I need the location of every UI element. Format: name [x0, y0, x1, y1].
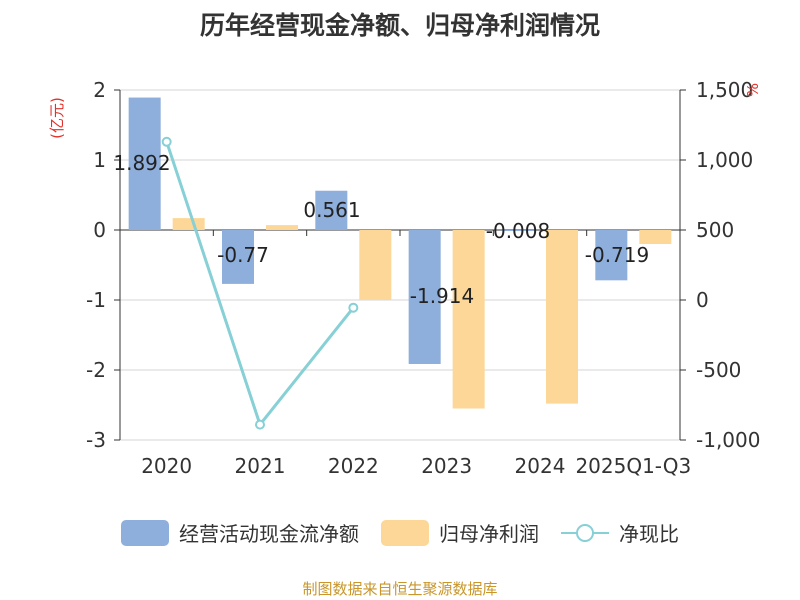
chart-legend: 经营活动现金流净额 归母净利润 净现比 — [0, 518, 800, 547]
category-label: 2020 — [141, 454, 192, 478]
left-tick-label: 0 — [93, 218, 106, 242]
right-unit-label: % — [744, 83, 762, 97]
category-label: 2023 — [421, 454, 472, 478]
bar-cashflow — [128, 97, 161, 230]
bar-cashflow — [502, 230, 534, 231]
legend-label-profit: 归母净利润 — [439, 522, 539, 546]
data-label-cashflow: -0.719 — [585, 243, 649, 267]
right-tick-label: 500 — [696, 218, 734, 242]
ratio-line — [165, 141, 355, 428]
left-tick-label: -1 — [86, 288, 106, 312]
category-label: 2022 — [328, 454, 379, 478]
category-label: 2025Q1-Q3 — [575, 454, 691, 478]
bar-profit — [546, 230, 578, 404]
source-note: 制图数据来自恒生聚源数据库 — [302, 580, 498, 598]
data-label-cashflow: -1.914 — [410, 284, 474, 308]
right-tick-label: 1,000 — [696, 148, 753, 172]
bar-profit — [639, 230, 672, 244]
right-tick-label: 0 — [696, 288, 709, 312]
ratio-point — [161, 136, 172, 147]
right-tick-label: -500 — [696, 358, 741, 382]
data-label-cashflow: 1.892 — [113, 151, 170, 175]
legend-item-profit[interactable]: 归母净利润 — [381, 518, 539, 547]
bar-profit — [266, 225, 298, 230]
right-tick-label: -1,000 — [696, 428, 760, 452]
bar-cashflow — [222, 230, 254, 284]
legend-swatch-cashflow — [121, 519, 169, 546]
left-tick-label: 1 — [93, 148, 106, 172]
legend-swatch-ratio — [561, 520, 609, 546]
bar-cashflow — [315, 190, 348, 230]
bar-profit — [359, 230, 392, 300]
category-label: 2021 — [235, 454, 286, 478]
bar-profit — [172, 218, 205, 230]
legend-item-ratio[interactable]: 净现比 — [561, 518, 679, 547]
bar-profit — [452, 230, 485, 409]
legend-label-cashflow: 经营活动现金流净额 — [179, 522, 359, 546]
left-tick-label: -2 — [86, 358, 106, 382]
data-label-cashflow: 0.561 — [303, 198, 360, 222]
category-label: 2024 — [515, 454, 566, 478]
data-label-cashflow: -0.008 — [486, 219, 550, 243]
bar-cashflow — [595, 230, 628, 281]
legend-label-ratio: 净现比 — [619, 522, 679, 546]
chart-title: 历年经营现金净额、归母净利润情况 — [199, 11, 600, 40]
left-unit-label: (亿元) — [48, 97, 66, 139]
right-tick-label: 1,500 — [696, 78, 753, 102]
ratio-point — [255, 419, 265, 430]
left-tick-label: -3 — [86, 428, 106, 452]
data-label-cashflow: -0.77 — [217, 243, 269, 267]
legend-item-cashflow[interactable]: 经营活动现金流净额 — [121, 518, 359, 547]
bar-cashflow — [408, 230, 441, 364]
ratio-point — [348, 302, 359, 313]
left-tick-label: 2 — [93, 78, 106, 102]
legend-swatch-profit — [381, 519, 429, 546]
